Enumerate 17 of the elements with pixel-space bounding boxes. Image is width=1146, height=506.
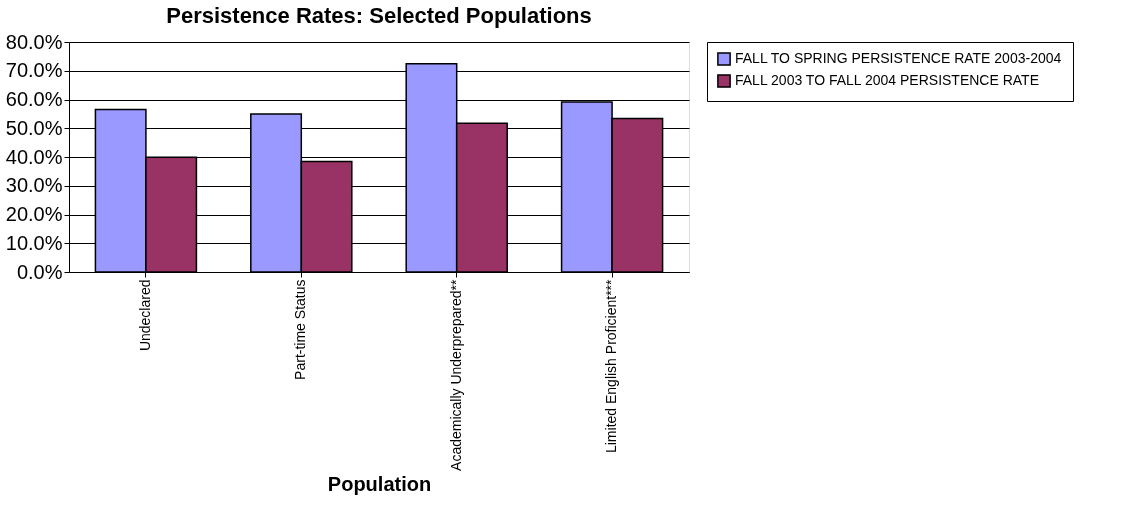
legend-label: FALL 2003 TO FALL 2004 PERSISTENCE RATE (735, 72, 1040, 88)
y-tick-label: 20.0% (5, 203, 63, 225)
x-tick-label: Academically Underprepared** (447, 278, 464, 471)
x-axis-title: Population (327, 472, 432, 495)
y-tick-label: 50.0% (5, 116, 63, 139)
y-tick-label: 60.0% (5, 88, 63, 110)
y-tick-label: 70.0% (5, 59, 63, 82)
y-tick-label: 10.0% (5, 231, 63, 254)
legend-label: FALL TO SPRING PERSISTENCE RATE 2003-2004 (735, 50, 1062, 66)
x-tick-label: Undeclared (136, 279, 153, 352)
y-tick-label: 40.0% (5, 145, 63, 168)
y-tick-label: 0.0% (16, 260, 63, 283)
x-tick-label: Part-time Status (292, 279, 309, 380)
y-tick-label: 80.0% (5, 30, 63, 53)
chart-title: Persistence Rates: Selected Populations (166, 3, 592, 28)
y-tick-label: 30.0% (5, 174, 63, 197)
x-tick-label: Limited English Proficient*** (603, 278, 620, 454)
